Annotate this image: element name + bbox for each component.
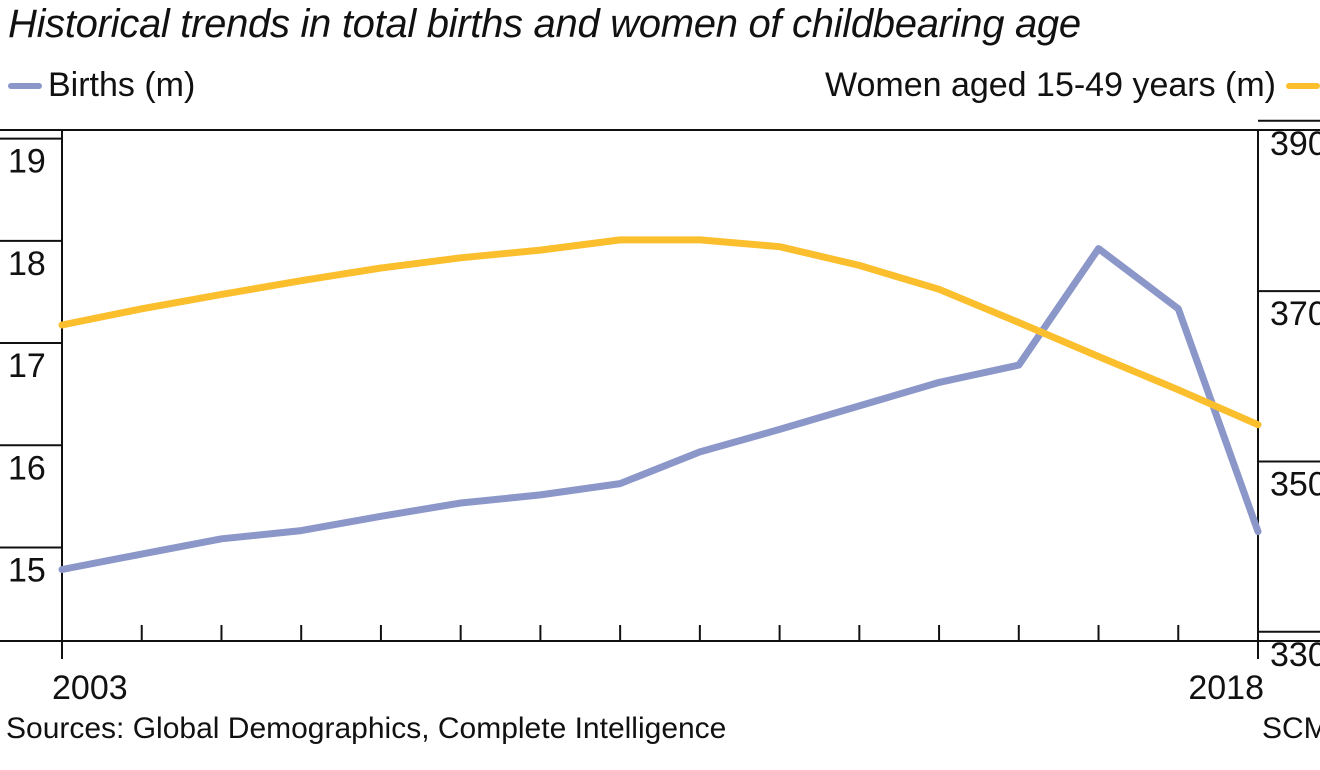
credit-label: SCMP <box>1262 712 1320 745</box>
legend-births: Births (m) <box>8 66 195 105</box>
y-right-tick-label-330: 330 <box>1270 636 1320 674</box>
chart-title: Historical trends in total births and wo… <box>8 2 1081 46</box>
source-note: Sources: Global Demographics, Complete I… <box>6 712 727 745</box>
legend-women-swatch <box>1286 82 1320 89</box>
y-right-tick-label-350: 350 <box>1270 465 1320 503</box>
y-left-tick-label-16: 16 <box>8 449 46 487</box>
legend-births-label: Births (m) <box>48 66 196 104</box>
y-left-tick-label-15: 15 <box>8 551 46 589</box>
x-tick-label-2003: 2003 <box>52 669 128 707</box>
legend-births-swatch <box>8 82 42 89</box>
births-series-line <box>58 245 1262 573</box>
women-series-line <box>58 236 1262 429</box>
legend-women-label: Women aged 15-49 years (m) <box>824 66 1276 104</box>
y-right-tick-label-390: 390 <box>1270 125 1320 163</box>
y-right-tick-label-370: 370 <box>1270 295 1320 333</box>
y-left-tick-label-19: 19 <box>8 143 46 181</box>
x-tick-label-2018: 2018 <box>1188 669 1264 707</box>
y-left-tick-label-18: 18 <box>8 245 46 283</box>
legend-women: Women aged 15-49 years (m) <box>825 66 1320 105</box>
y-left-tick-label-17: 17 <box>8 347 46 385</box>
